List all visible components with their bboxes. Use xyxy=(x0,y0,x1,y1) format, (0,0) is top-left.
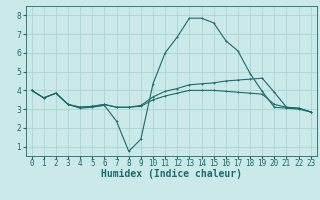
X-axis label: Humidex (Indice chaleur): Humidex (Indice chaleur) xyxy=(101,169,242,179)
